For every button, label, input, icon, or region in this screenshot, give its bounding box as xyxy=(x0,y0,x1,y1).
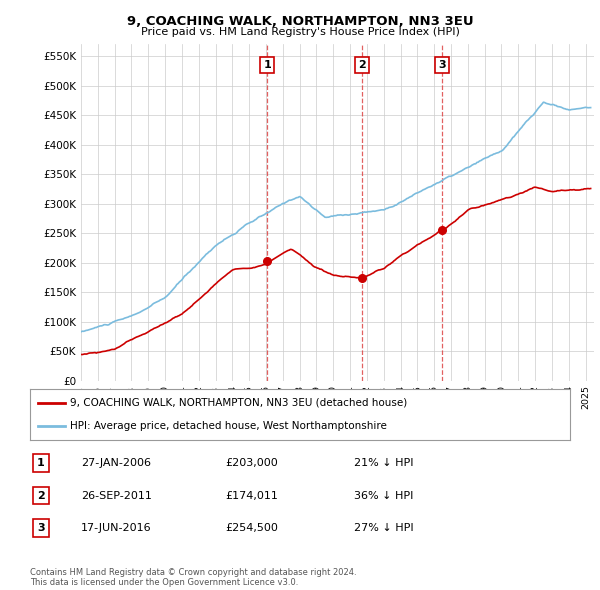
Text: 27-JAN-2006: 27-JAN-2006 xyxy=(81,458,151,468)
Text: 3: 3 xyxy=(438,60,446,70)
Text: Price paid vs. HM Land Registry's House Price Index (HPI): Price paid vs. HM Land Registry's House … xyxy=(140,27,460,37)
Text: 27% ↓ HPI: 27% ↓ HPI xyxy=(354,523,413,533)
Text: 2: 2 xyxy=(37,491,44,500)
Text: Contains HM Land Registry data © Crown copyright and database right 2024.
This d: Contains HM Land Registry data © Crown c… xyxy=(30,568,356,587)
Text: 2: 2 xyxy=(359,60,366,70)
Text: 9, COACHING WALK, NORTHAMPTON, NN3 3EU (detached house): 9, COACHING WALK, NORTHAMPTON, NN3 3EU (… xyxy=(71,398,408,408)
Text: HPI: Average price, detached house, West Northamptonshire: HPI: Average price, detached house, West… xyxy=(71,421,388,431)
Text: 36% ↓ HPI: 36% ↓ HPI xyxy=(354,491,413,500)
Text: £254,500: £254,500 xyxy=(225,523,278,533)
Text: £203,000: £203,000 xyxy=(225,458,278,468)
Text: 1: 1 xyxy=(263,60,271,70)
Text: 1: 1 xyxy=(37,458,44,468)
Text: 9, COACHING WALK, NORTHAMPTON, NN3 3EU: 9, COACHING WALK, NORTHAMPTON, NN3 3EU xyxy=(127,15,473,28)
Text: 3: 3 xyxy=(37,523,44,533)
Text: 21% ↓ HPI: 21% ↓ HPI xyxy=(354,458,413,468)
Text: £174,011: £174,011 xyxy=(225,491,278,500)
Text: 17-JUN-2016: 17-JUN-2016 xyxy=(81,523,152,533)
Text: 26-SEP-2011: 26-SEP-2011 xyxy=(81,491,152,500)
